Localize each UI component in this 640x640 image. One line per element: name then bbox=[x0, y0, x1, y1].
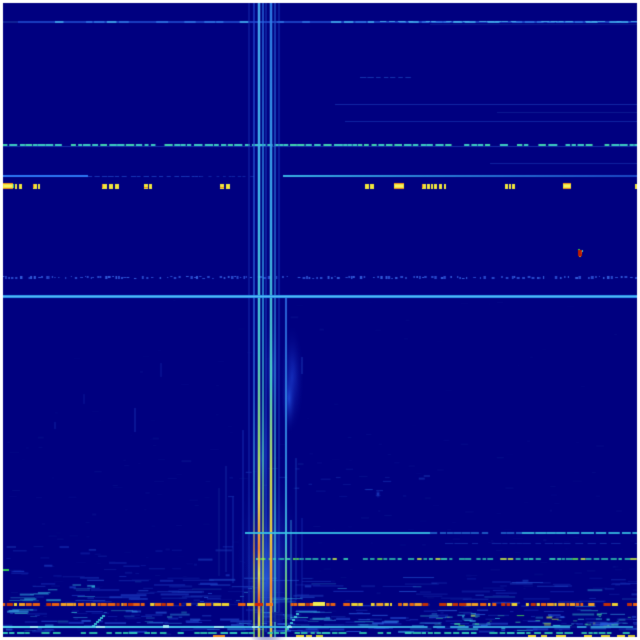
spectrogram-canvas bbox=[0, 0, 640, 640]
spectrogram-figure bbox=[0, 0, 640, 640]
